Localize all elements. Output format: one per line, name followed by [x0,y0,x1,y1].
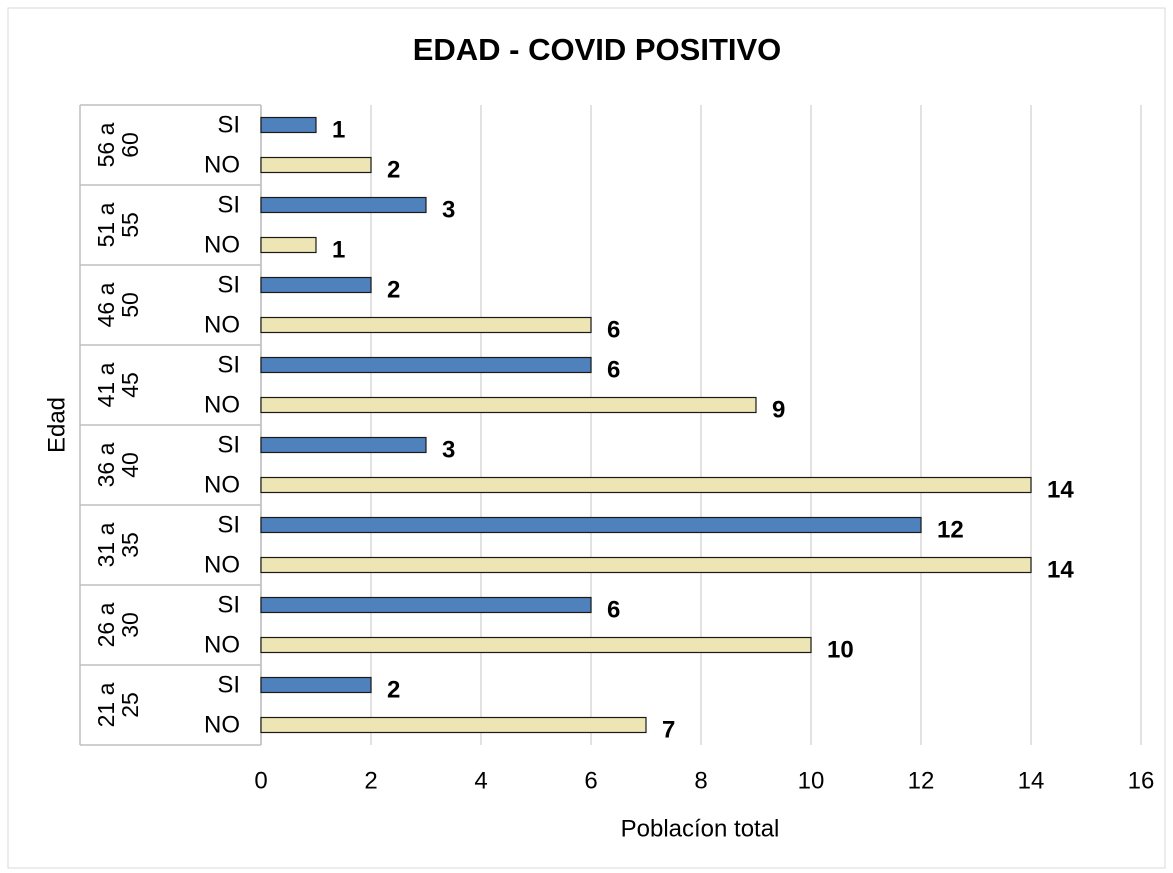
x-tick-label: 2 [364,767,377,794]
subcategory-label: SI [217,191,240,218]
subcategory-label: NO [204,151,240,178]
data-label: 3 [442,436,455,463]
bar [260,596,592,614]
bar [260,116,317,134]
x-tick-label: 6 [584,767,597,794]
bar [260,396,757,414]
group-label: 51 a 55 [93,202,143,248]
data-label: 2 [387,156,400,183]
subcategory-label: SI [217,431,240,458]
data-label: 6 [607,596,620,623]
data-label: 2 [387,676,400,703]
subcategory-label: NO [204,391,240,418]
subcategory-label: NO [204,311,240,338]
bar [260,636,812,654]
group-label: 21 a 25 [93,682,143,728]
subcategory-label: SI [217,271,240,298]
data-label: 12 [937,516,964,543]
chart-border [7,7,1166,869]
group-label: 26 a 30 [93,602,143,648]
y-axis-title: Edad [43,397,70,453]
x-tick-label: 10 [798,767,825,794]
data-label: 2 [387,276,400,303]
bar [260,676,372,694]
bar [260,196,427,214]
data-label: 3 [442,196,455,223]
data-label: 7 [662,716,675,743]
data-label: 14 [1047,476,1074,503]
subcategory-label: NO [204,551,240,578]
bar [260,316,592,334]
x-tick-label: 0 [254,767,267,794]
subcategory-label: NO [204,231,240,258]
subcategory-label: SI [217,511,240,538]
data-label: 9 [772,396,785,423]
bar [260,476,1032,494]
data-label: 10 [827,636,854,663]
group-label: 56 a 60 [93,122,143,168]
subcategory-label: NO [204,631,240,658]
group-label: 31 a 35 [93,522,143,568]
data-label: 6 [607,316,620,343]
bar [260,236,317,254]
group-label: 36 a 40 [93,442,143,488]
chart-title: EDAD - COVID POSITIVO [413,32,782,67]
data-label: 1 [332,116,345,143]
bar [260,516,922,534]
subcategory-label: SI [217,591,240,618]
subcategory-label: NO [204,711,240,738]
bar [260,356,592,374]
x-tick-label: 8 [694,767,707,794]
x-tick-label: 12 [908,767,935,794]
x-axis-title: Poblacíon total [621,815,780,842]
data-label: 14 [1047,556,1074,583]
x-tick-label: 16 [1128,767,1155,794]
group-label: 41 a 45 [93,362,143,408]
bar [260,556,1032,574]
group-label: 46 a 50 [93,282,143,328]
subcategory-label: SI [217,111,240,138]
bar [260,276,372,294]
bar [260,156,372,174]
x-tick-label: 14 [1018,767,1045,794]
subcategory-label: SI [217,671,240,698]
bar [260,436,427,454]
data-label: 1 [332,236,345,263]
subcategory-label: SI [217,351,240,378]
subcategory-label: NO [204,471,240,498]
x-tick-label: 4 [474,767,487,794]
bar [260,716,647,734]
data-label: 6 [607,356,620,383]
